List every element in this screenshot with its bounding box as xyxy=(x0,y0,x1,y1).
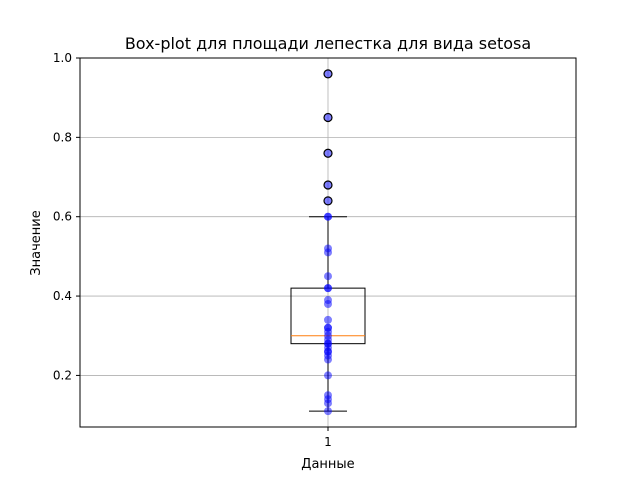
data-point xyxy=(324,399,332,408)
data-points xyxy=(323,69,333,416)
x-axis-ticks: 1 xyxy=(324,427,332,449)
data-point xyxy=(324,284,332,293)
y-tick-label: 0.2 xyxy=(53,368,72,382)
outlier-marker xyxy=(323,112,333,123)
y-axis-ticks: 0.2 0.4 0.6 0.8 1.0 xyxy=(53,51,80,382)
y-tick-label: 0.6 xyxy=(53,210,72,224)
x-axis-label: Данные xyxy=(301,457,354,472)
data-point xyxy=(324,149,332,158)
chart-title: Box-plot для площади лепестка для вида s… xyxy=(125,34,531,53)
data-point xyxy=(324,196,332,205)
y-tick-label: 1.0 xyxy=(53,51,72,65)
y-tick-label: 0.4 xyxy=(53,289,72,303)
data-point xyxy=(324,300,332,308)
data-point xyxy=(324,272,332,281)
data-point xyxy=(324,212,332,221)
data-point xyxy=(324,371,332,380)
data-point xyxy=(324,113,332,122)
data-point xyxy=(324,315,332,324)
y-axis-label: Значение xyxy=(29,210,44,275)
x-tick-label: 1 xyxy=(324,435,332,449)
data-point xyxy=(324,355,332,364)
outlier-marker xyxy=(323,69,333,79)
outlier-marker xyxy=(323,196,333,206)
data-point xyxy=(324,407,332,416)
y-tick-label: 0.8 xyxy=(53,130,72,144)
outlier-marker xyxy=(323,180,333,190)
data-point xyxy=(324,180,332,189)
data-point xyxy=(324,248,332,257)
outlier-marker xyxy=(323,148,333,158)
data-point xyxy=(324,69,332,78)
